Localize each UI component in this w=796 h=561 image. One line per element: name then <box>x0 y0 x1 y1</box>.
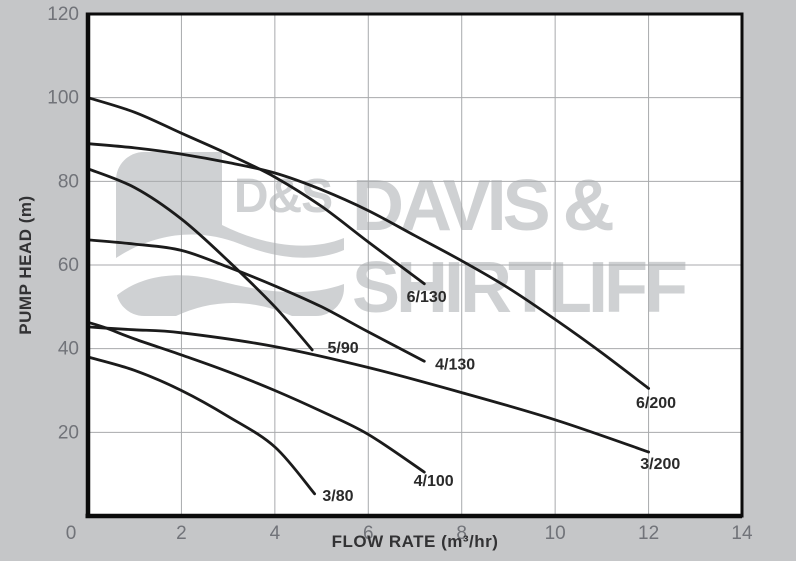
x-tick-label-10: 10 <box>545 523 566 544</box>
y-tick-label-20: 20 <box>58 422 79 443</box>
x-tick-label-2: 2 <box>176 523 187 544</box>
curve-label-3-80: 3/80 <box>322 488 353 505</box>
pump-curve-6-200 <box>86 142 650 390</box>
gridlines <box>88 14 742 516</box>
curve-label-4-100: 4/100 <box>414 473 454 490</box>
watermark-text-line1: DAVIS & <box>352 166 613 246</box>
x-tick-label-4: 4 <box>270 523 281 544</box>
y-tick-label-40: 40 <box>58 339 79 360</box>
curve-labels: 6/130 6/200 5/90 4/130 4/100 3/200 3/80 <box>322 289 680 505</box>
pump-curve-3-80 <box>86 355 316 496</box>
curve-label-6-200: 6/200 <box>636 395 676 412</box>
pump-curve-4-100 <box>86 320 426 474</box>
curve-label-3-200: 3/200 <box>640 456 680 473</box>
pump-curve-3-200 <box>86 325 650 454</box>
y-tick-label-120: 120 <box>47 4 79 25</box>
pump-curve-5-90 <box>86 167 314 352</box>
watermark-logo-wave-small <box>176 303 292 316</box>
watermark-logo-text: D&S <box>234 170 332 223</box>
x-tick-label-14: 14 <box>731 523 753 544</box>
curve-label-5-90: 5/90 <box>327 340 358 357</box>
pump-curve-4-130 <box>86 238 426 363</box>
x-tick-label-8: 8 <box>456 523 467 544</box>
y-tick-label-60: 60 <box>58 255 79 276</box>
watermark-text-line2: SHIRTLIFF <box>352 248 686 328</box>
y-axis-title: PUMP HEAD (m) <box>16 195 35 334</box>
axis-tick-labels: 0 2 4 6 8 10 12 14 20 40 60 80 100 120 <box>47 4 753 544</box>
y-tick-label-80: 80 <box>58 171 79 192</box>
curve-label-6-130: 6/130 <box>407 289 447 306</box>
curve-label-4-130: 4/130 <box>435 357 475 374</box>
watermark-logo-white-patch <box>222 152 344 246</box>
x-tick-label-12: 12 <box>638 523 659 544</box>
x-axis-title: FLOW RATE (m³/hr) <box>332 532 499 551</box>
x-tick-label-0: 0 <box>66 523 77 544</box>
watermark: D&S DAVIS & SHIRTLIFF <box>116 152 690 328</box>
y-tick-label-100: 100 <box>47 88 79 109</box>
x-tick-label-6: 6 <box>363 523 374 544</box>
pump-curves <box>86 96 650 496</box>
